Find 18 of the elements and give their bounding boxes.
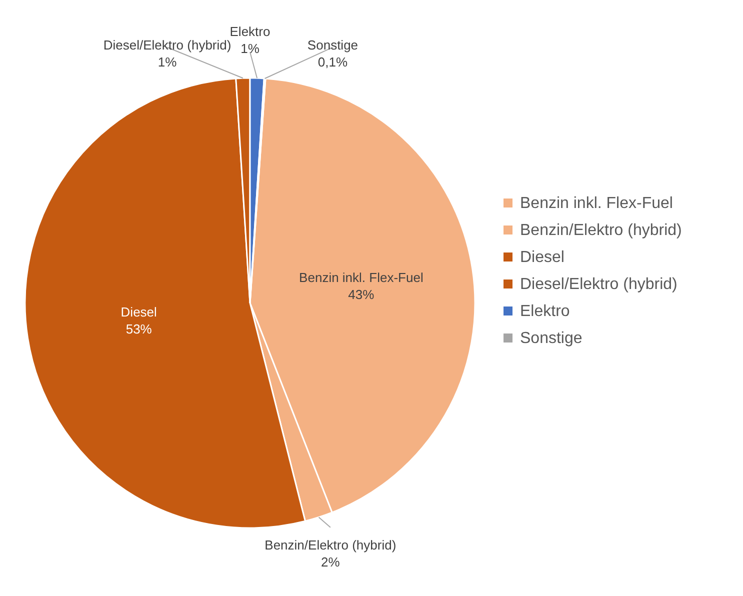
data-label: 53% bbox=[126, 321, 152, 336]
slice-label: Diesel/Elektro (hybrid) bbox=[103, 37, 232, 52]
legend-label: Sonstige bbox=[520, 330, 582, 347]
slice-label: Benzin/Elektro (hybrid) bbox=[264, 537, 396, 552]
legend-label: Diesel/Elektro (hybrid) bbox=[520, 276, 678, 293]
data-label: 1% bbox=[158, 54, 178, 70]
data-label: 43% bbox=[348, 286, 375, 302]
legend-label: Elektro bbox=[520, 303, 570, 320]
slice-label: Benzin inkl. Flex-Fuel bbox=[299, 270, 424, 285]
data-label: 2% bbox=[321, 554, 340, 570]
slice-label: Diesel bbox=[120, 304, 158, 320]
data-label: 1% bbox=[240, 41, 260, 56]
legend-label: Diesel bbox=[520, 249, 564, 266]
legend-label: Benzin/Elektro (hybrid) bbox=[520, 222, 682, 239]
legend-label: Benzin inkl. Flex-Fuel bbox=[520, 195, 673, 212]
slice-label: Sonstige bbox=[307, 37, 358, 52]
slice-label: Elektro bbox=[230, 24, 270, 39]
data-label: 0,1% bbox=[318, 54, 348, 70]
